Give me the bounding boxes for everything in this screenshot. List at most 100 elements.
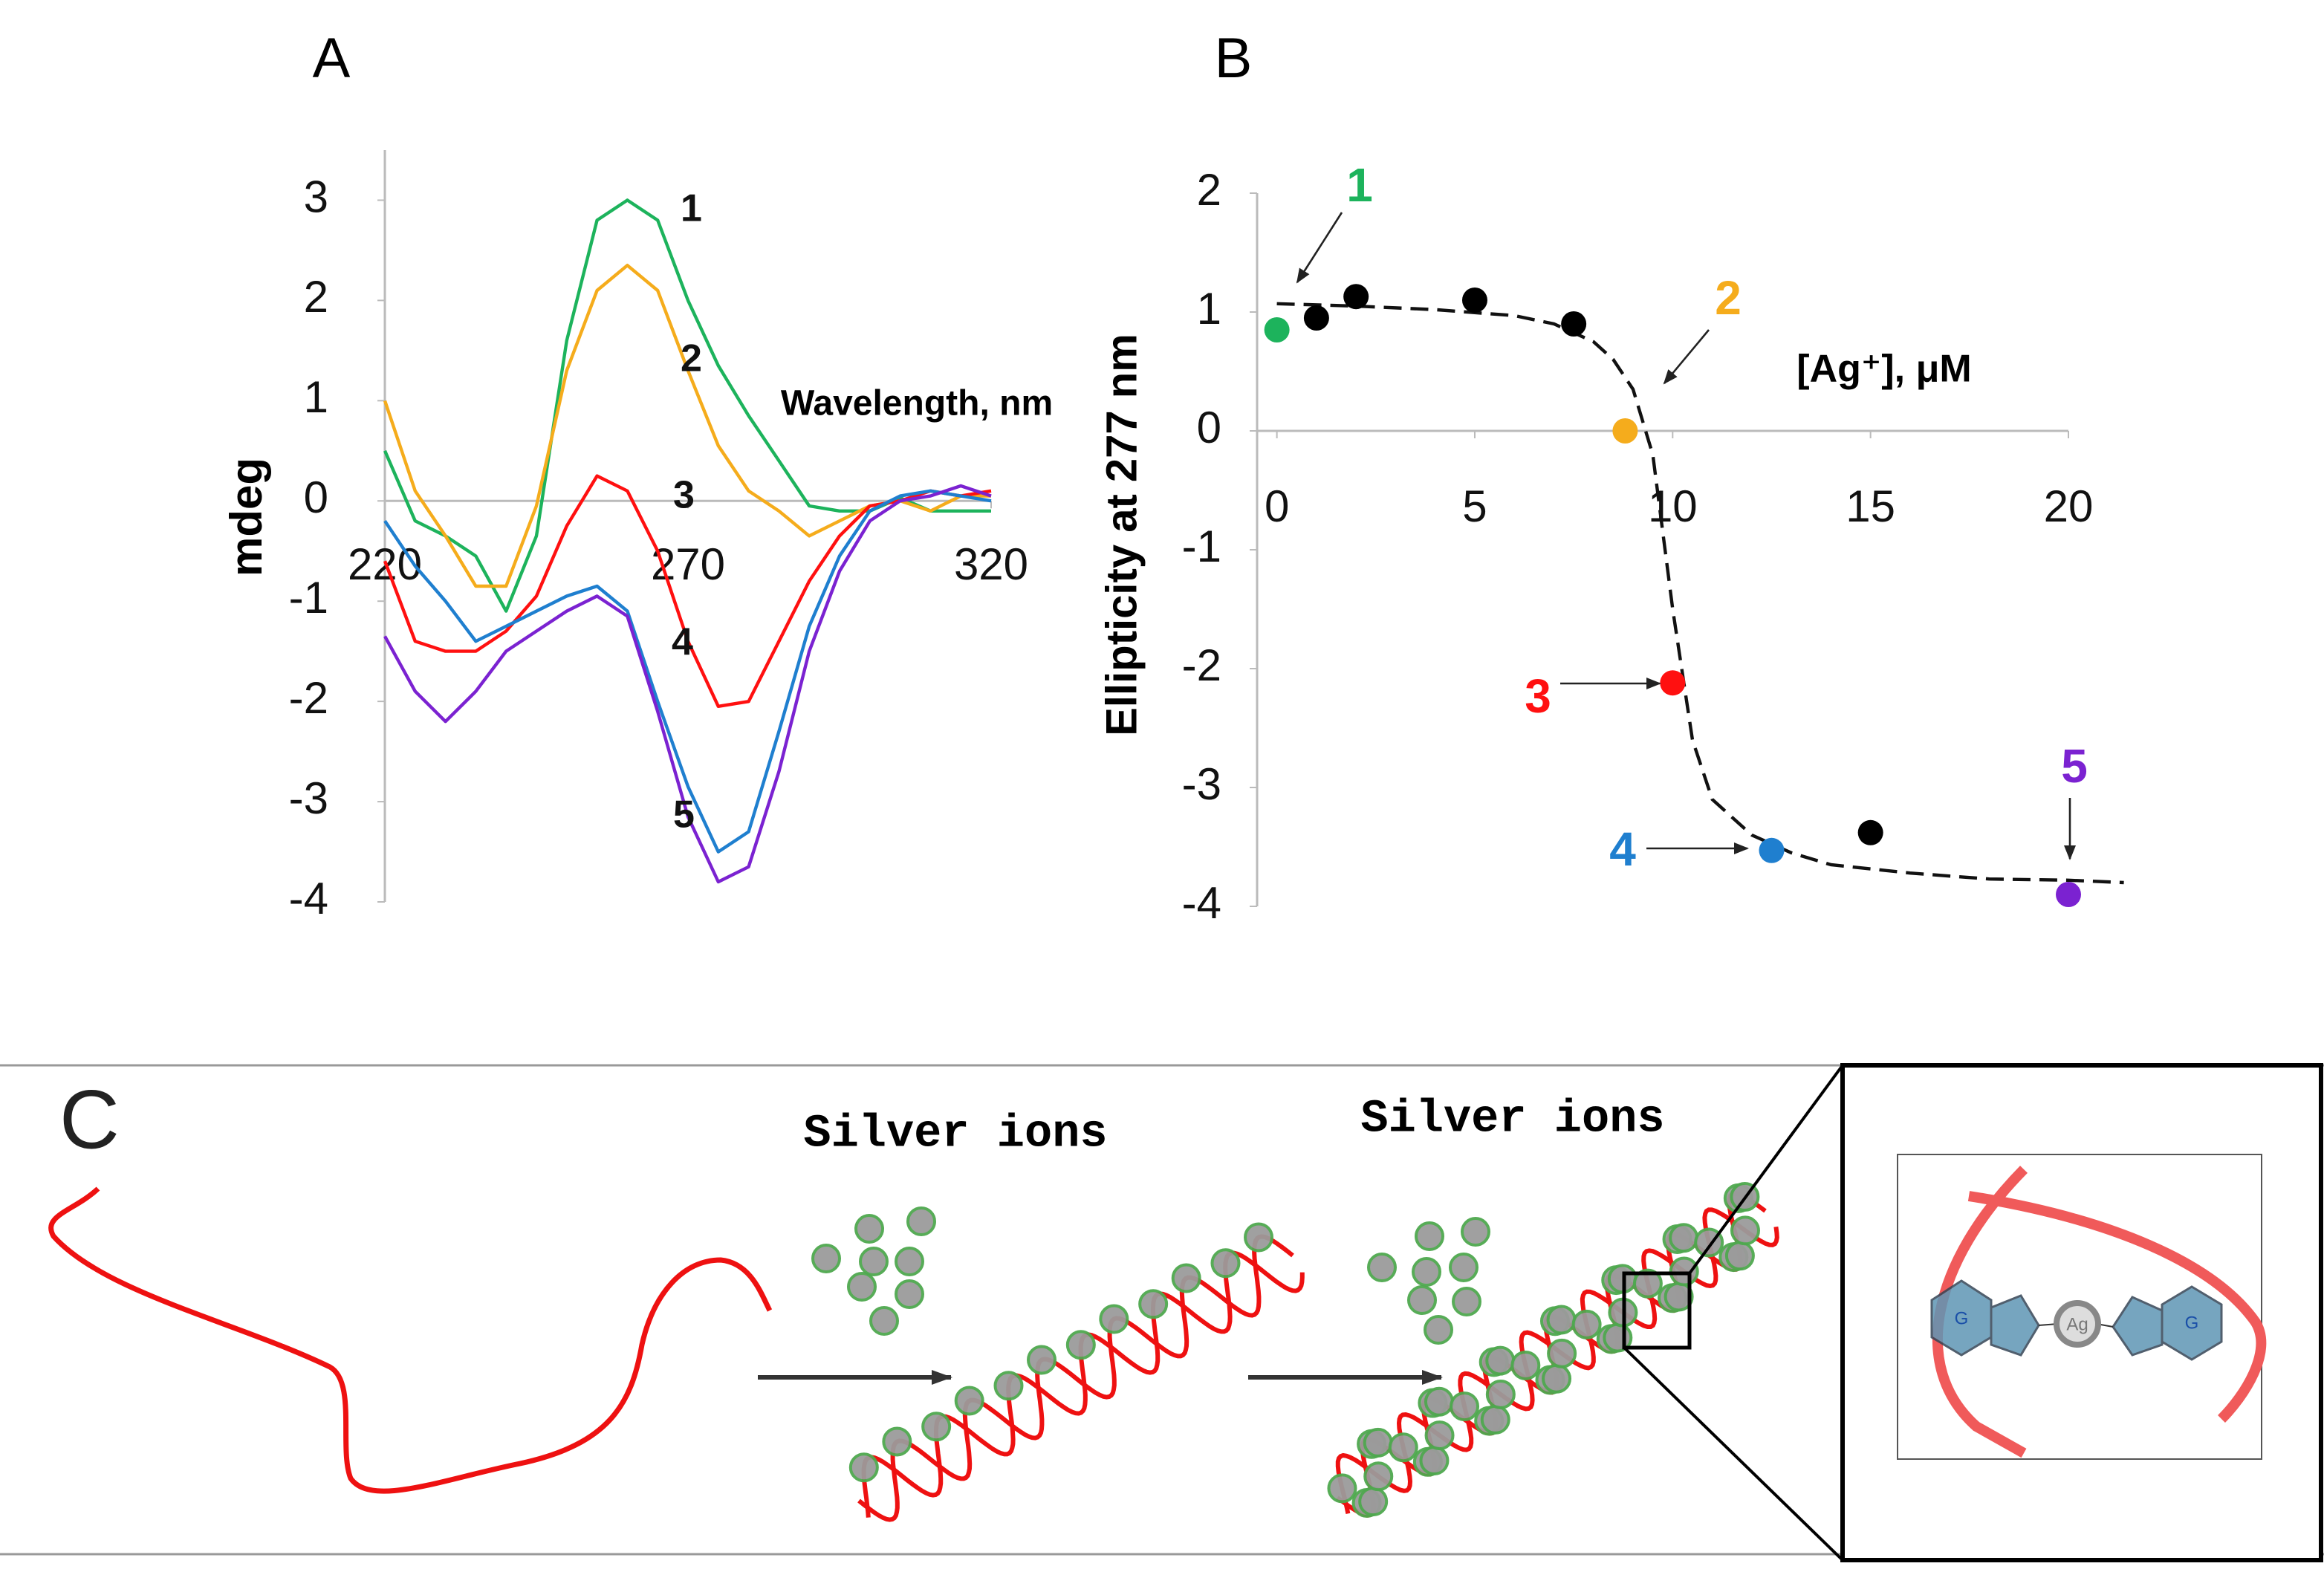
- helices: [811, 1182, 1779, 1522]
- y-tick-label: -1: [1182, 522, 1221, 571]
- silver-ion: [921, 1412, 952, 1442]
- silver-ion: [1419, 1446, 1450, 1476]
- y-tick-label: -1: [289, 573, 328, 623]
- series-label: 2: [681, 337, 702, 380]
- y-tick-label: -4: [289, 874, 328, 923]
- silver-ion: [1407, 1285, 1437, 1315]
- data-point: [2056, 882, 2081, 907]
- panel-title: A: [313, 27, 351, 90]
- silver-ion: [1452, 1287, 1481, 1316]
- silver-ion: [811, 1244, 841, 1273]
- y-tick-label: -2: [1182, 640, 1221, 690]
- series-line: [383, 264, 991, 588]
- data-point: [1561, 311, 1587, 337]
- silver-ion: [854, 1214, 884, 1244]
- strand: [857, 1234, 1294, 1522]
- silver-ion: [1358, 1487, 1389, 1517]
- y-tick-label: 0: [304, 472, 328, 522]
- x-axis-label: Wavelength, nm: [781, 384, 1053, 423]
- silver-ion: [1424, 1386, 1454, 1417]
- silver-ion: [848, 1452, 879, 1483]
- silver-ion: [1327, 1473, 1357, 1504]
- silver-ion: [1547, 1338, 1577, 1368]
- silver-ion: [993, 1371, 1024, 1401]
- base: [2112, 1285, 2223, 1361]
- x-axis-label: [Ag⁺], μM: [1796, 348, 1971, 391]
- base-label: G: [1955, 1308, 1969, 1328]
- annotation: 1: [1346, 158, 1373, 212]
- data-point: [1264, 317, 1290, 342]
- silver-ion: [847, 1272, 877, 1302]
- x-tick-label: 10: [1648, 481, 1698, 531]
- silver-ion: [1571, 1309, 1602, 1339]
- single-strand: [48, 1186, 773, 1494]
- fit-curve: [1276, 302, 2124, 885]
- step-label: Silver ions: [803, 1107, 1107, 1160]
- base-label: G: [2185, 1313, 2199, 1333]
- x-tick-label: 320: [954, 539, 1028, 589]
- silver-ion: [1244, 1222, 1274, 1253]
- silver-ion: [1542, 1363, 1572, 1394]
- silver-ion: [1546, 1305, 1577, 1335]
- data-point: [1461, 288, 1487, 313]
- annotation: 4: [1609, 822, 1636, 876]
- y-tick-label: -3: [289, 773, 328, 823]
- data-point: [1343, 284, 1369, 310]
- silver-ion: [1461, 1217, 1490, 1247]
- zoom-box: [1622, 1271, 1692, 1350]
- series-label: 5: [673, 793, 695, 837]
- zoom-line: [1623, 1346, 1844, 1562]
- annotation-arrow: [1296, 212, 1343, 284]
- silver-ion: [906, 1206, 936, 1236]
- y-tick-label: -3: [1182, 759, 1221, 809]
- series-label: 4: [672, 621, 693, 664]
- panel-c: C Silver ions Silver ions G Ag G: [0, 1063, 2324, 1562]
- data-point: [1612, 418, 1638, 444]
- silver-ion: [1424, 1420, 1455, 1451]
- silver-ion: [1424, 1315, 1453, 1345]
- annotation: 3: [1525, 669, 1551, 723]
- series-label: 1: [681, 187, 702, 230]
- silver-ion: [1450, 1391, 1480, 1422]
- silver-ion: [869, 1306, 899, 1336]
- silver-ion: [1138, 1289, 1169, 1319]
- base: [1930, 1279, 2040, 1357]
- silver-ion: [954, 1386, 984, 1416]
- panel-title: B: [1215, 27, 1253, 90]
- silver-ion: [882, 1426, 912, 1457]
- x-tick-label: 15: [1846, 481, 1895, 531]
- data-point: [1759, 837, 1785, 863]
- silver-ion: [895, 1247, 924, 1276]
- silver-ion: [1065, 1330, 1096, 1360]
- silver-ion: [1027, 1345, 1057, 1375]
- x-tick-label: 5: [1462, 481, 1487, 531]
- annotation: 2: [1715, 271, 1742, 325]
- data-point: [1303, 305, 1329, 331]
- silver-ion: [1363, 1461, 1394, 1492]
- y-tick-label: 1: [304, 372, 328, 422]
- y-tick-label: 1: [1197, 284, 1221, 334]
- silver-ion: [1099, 1304, 1129, 1334]
- silver-ion: [1388, 1432, 1418, 1463]
- silver-ion: [1449, 1253, 1479, 1282]
- data-point: [1857, 819, 1883, 845]
- silver-ion: [1730, 1215, 1760, 1246]
- ion-label: Ag: [2066, 1314, 2088, 1334]
- y-tick-label: 0: [1197, 403, 1221, 452]
- y-tick-label: 2: [304, 272, 328, 322]
- series-line: [383, 484, 992, 884]
- silver-ion: [1210, 1248, 1241, 1279]
- annotation-arrow: [1663, 329, 1710, 385]
- silver-ion: [895, 1279, 924, 1309]
- silver-ion: [1367, 1253, 1397, 1282]
- series-label: 3: [673, 474, 695, 517]
- silver-ion: [1724, 1241, 1755, 1271]
- zoom-line: [1688, 1064, 1844, 1275]
- silver-ion: [1363, 1427, 1393, 1458]
- silver-ion: [1632, 1268, 1663, 1299]
- annotation: 5: [2061, 739, 2088, 793]
- silver-ion: [1480, 1404, 1510, 1435]
- silver-ion: [1412, 1257, 1441, 1287]
- silver-ion: [859, 1247, 889, 1276]
